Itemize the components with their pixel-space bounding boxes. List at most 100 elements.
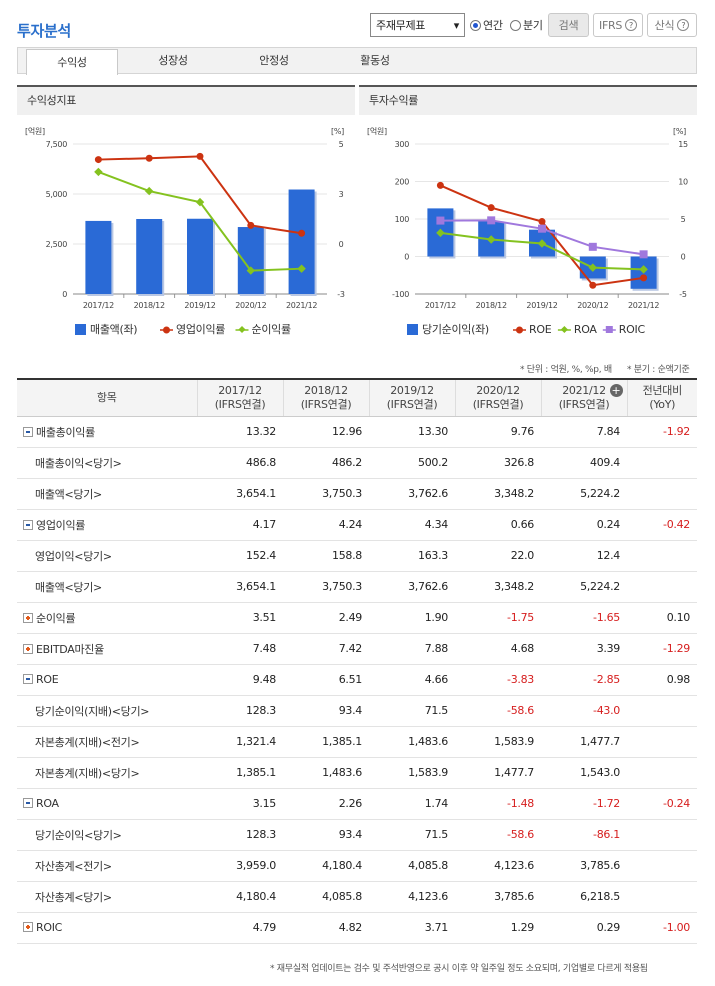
- collapse-icon[interactable]: [23, 426, 33, 437]
- legend-label: 당기순이익(좌): [422, 323, 489, 336]
- table-cell: 0.24: [541, 509, 627, 541]
- table-cell: 4,123.6: [369, 881, 455, 913]
- yoy-cell: [627, 757, 697, 789]
- ifrs-label: IFRS: [599, 18, 622, 32]
- left-tick-label: 0: [404, 253, 409, 262]
- expand-columns-icon[interactable]: +: [609, 384, 623, 397]
- table-cell: 1,477.7: [541, 726, 627, 758]
- table-cell: 3,959.0: [197, 850, 283, 882]
- statement-select[interactable]: 주재무제표 ▾: [370, 13, 465, 37]
- table-cell: 1.29: [455, 912, 541, 944]
- profitability-chart-panel: 수익성지표 [억원] [%] 7,500 5,000 2,500 0 5 3 0 -3 2017/1…: [17, 85, 355, 345]
- series-point: [639, 250, 648, 259]
- table-cell: -1.75: [455, 602, 541, 634]
- table-cell: 6,218.5: [541, 881, 627, 913]
- yoy-cell: [627, 447, 697, 479]
- ifrs-help-button[interactable]: IFRS ?: [593, 13, 643, 37]
- right-tick-label: 0: [339, 240, 344, 249]
- left-tick-label: 7,500: [46, 140, 68, 149]
- table-cell: 3,762.6: [369, 478, 455, 510]
- series-point: [538, 218, 546, 226]
- table-cell: 9.48: [197, 664, 283, 696]
- legend-label: ROA: [574, 323, 598, 336]
- series-point: [588, 242, 597, 251]
- table-cell: 4.17: [197, 509, 283, 541]
- formula-help-button[interactable]: 산식 ?: [647, 13, 697, 37]
- yoy-cell: [627, 571, 697, 603]
- table-cell: 12.96: [283, 416, 369, 448]
- x-tick-label: 2019/12: [526, 301, 557, 310]
- table-cell: 7.48: [197, 633, 283, 665]
- legend-swatch: [407, 324, 418, 335]
- row-label-text: ROIC: [36, 921, 63, 934]
- row-label-text: 영업이익<당기>: [35, 549, 112, 563]
- table-cell: -58.6: [455, 695, 541, 727]
- search-button-label: 검색: [558, 19, 579, 32]
- yoy-cell: [627, 695, 697, 727]
- table-cell: 3.15: [197, 788, 283, 820]
- row-label: 매출액<당기>: [17, 478, 197, 510]
- collapse-icon[interactable]: [23, 798, 33, 808]
- table-row: 당기순이익<당기> 128.3 93.4 71.5 -58.6 -86.1: [17, 819, 697, 851]
- table-cell: 4.34: [369, 509, 455, 541]
- table-row: ROIC 4.79 4.82 3.71 1.29 0.29 -1.00: [17, 912, 697, 944]
- right-tick-label: 3: [339, 190, 344, 199]
- row-label[interactable]: ROA: [17, 788, 197, 820]
- tab-profitability[interactable]: 수익성: [26, 49, 118, 75]
- right-tick-label: 0: [681, 253, 686, 262]
- row-label[interactable]: ROIC: [17, 912, 197, 944]
- row-label-text: 매출총이익<당기>: [35, 456, 122, 470]
- quarter-radio[interactable]: 분기: [510, 13, 543, 37]
- table-cell: -43.0: [541, 695, 627, 727]
- return-chart-panel: 투자수익률 [억원] [%] 300 200 100 0 -100 15 10 5 0 -5 2017/…: [359, 85, 697, 345]
- table-row: 당기순이익(지배)<당기> 128.3 93.4 71.5 -58.6 -43.0: [17, 695, 697, 727]
- table-cell: 0.66: [455, 509, 541, 541]
- table-cell: 1.90: [369, 602, 455, 634]
- table-cell: 1,483.6: [283, 757, 369, 789]
- row-label[interactable]: 영업이익률: [17, 509, 197, 541]
- header-item: 항목: [17, 379, 197, 417]
- tab-growth[interactable]: 성장성: [158, 54, 188, 67]
- row-label-text: 매출총이익률: [36, 425, 95, 439]
- footer-note: * 재무실적 업데이트는 검수 및 주석반영으로 공시 이후 약 일주일 정도 …: [270, 964, 648, 974]
- series-point: [94, 156, 102, 164]
- header-col-3: 2020/12 (IFRS연결): [454, 379, 541, 417]
- table-cell: 3,348.2: [455, 478, 541, 510]
- table-cell: 1,583.9: [455, 726, 541, 758]
- yoy-cell: -0.42: [627, 509, 697, 541]
- annual-radio-label: 연간: [483, 19, 503, 32]
- header-yoy: 전년대비 (YoY): [626, 379, 697, 417]
- expand-icon[interactable]: [23, 643, 33, 654]
- table-cell: 409.4: [541, 447, 627, 479]
- table-cell: -58.6: [455, 819, 541, 851]
- x-tick-label: 2020/12: [235, 301, 266, 310]
- row-label[interactable]: 순이익률: [17, 602, 197, 634]
- table-row: 자산총계<당기> 4,180.4 4,085.8 4,123.6 3,785.6 6,21…: [17, 881, 697, 913]
- expand-icon[interactable]: [23, 922, 33, 932]
- tab-activity[interactable]: 활동성: [360, 54, 390, 67]
- search-button[interactable]: 검색: [548, 13, 589, 37]
- table-cell: 4,085.8: [283, 881, 369, 913]
- legend-label: 순이익률: [252, 323, 291, 336]
- table-cell: 163.3: [369, 540, 455, 572]
- annual-radio[interactable]: 연간: [470, 13, 503, 37]
- header-col-0: 2017/12 (IFRS연결): [196, 379, 283, 417]
- table-cell: 3,785.6: [541, 850, 627, 882]
- table-cell: 2.26: [283, 788, 369, 820]
- table-row: EBITDA마진율 7.48 7.42 7.88 4.68 3.39 -1.29: [17, 633, 697, 665]
- row-label-text: 자본총계(지배)<전기>: [35, 735, 140, 749]
- collapse-icon[interactable]: [23, 519, 33, 530]
- bar: [85, 220, 112, 294]
- yoy-cell: 0.10: [627, 602, 697, 634]
- expand-icon[interactable]: [23, 612, 33, 623]
- right-unit-label: [%]: [673, 127, 686, 136]
- row-label[interactable]: ROE: [17, 664, 197, 696]
- row-label[interactable]: EBITDA마진율: [17, 633, 197, 665]
- series-point: [640, 274, 648, 282]
- collapse-icon[interactable]: [23, 674, 33, 684]
- table-cell: 7.84: [541, 416, 627, 448]
- row-label: 자산총계<당기>: [17, 881, 197, 913]
- table-cell: 9.76: [455, 416, 541, 448]
- row-label[interactable]: 매출총이익률: [17, 416, 197, 448]
- tab-stability[interactable]: 안정성: [259, 54, 289, 67]
